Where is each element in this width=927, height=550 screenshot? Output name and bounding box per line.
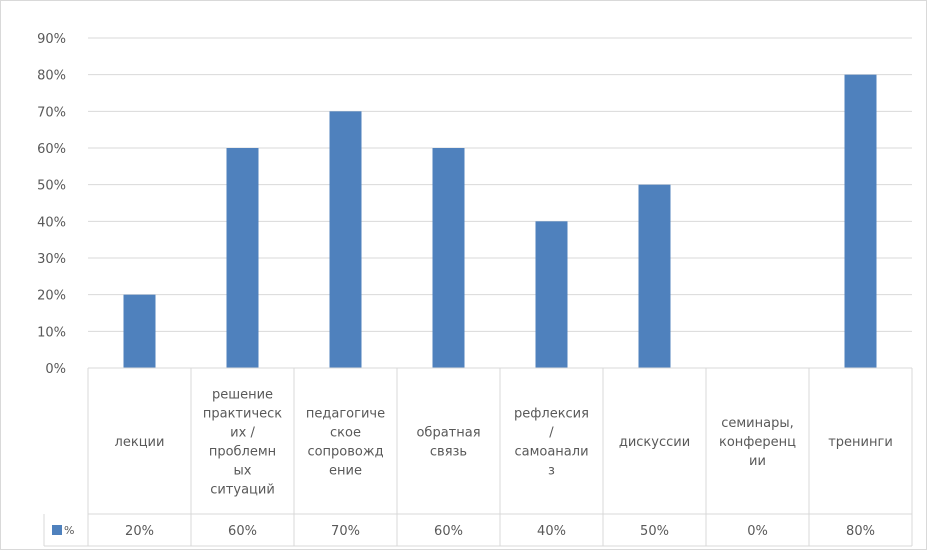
data-label: 0% [747,524,768,539]
y-tick-label: 10% [37,325,66,340]
y-tick-label: 50% [37,179,66,194]
y-tick-label: 30% [37,252,66,267]
category-label: проблемн [209,445,276,460]
data-label: 60% [434,524,463,539]
bar [123,294,156,368]
bar [432,148,465,368]
category-label: решение [212,388,273,403]
category-label: сопровожд [307,445,383,460]
data-label: 80% [846,524,875,539]
category-label: их / [230,426,255,441]
data-label: 70% [331,524,360,539]
legend-key [52,525,62,535]
bar [535,221,568,368]
y-tick-label: 40% [37,215,66,230]
category-label: практическ [203,407,282,422]
bar [226,148,259,368]
category-label: з [548,464,555,479]
category-label: ситуаций [210,483,275,498]
y-tick-label: 90% [37,32,66,47]
category-label: связь [430,445,467,460]
data-table: лекции решение практическ их / проблемн ых сит… [43,367,913,547]
category-label: тренинги [828,435,893,450]
y-tick-label: 80% [37,69,66,84]
data-label: 60% [228,524,257,539]
bar [844,74,877,369]
category-label: самоанали [514,445,588,460]
y-tick-label: 0% [45,362,66,377]
category-label: дискуссии [619,435,690,450]
bar [329,111,362,368]
category-label: / [549,426,554,441]
bars [123,74,877,369]
y-tick-label: 60% [37,142,66,157]
legend-label: % [64,524,74,537]
category-label: семинары, [721,416,794,431]
category-label: ское [330,426,361,441]
bar [638,184,671,368]
category-label: обратная [416,426,480,441]
category-label: ение [329,464,362,479]
data-label: 50% [640,524,669,539]
y-axis-ticks: 0% 10% 20% 30% 40% 50% 60% 70% 80% 90% [37,32,66,377]
category-label: лекции [115,435,165,450]
y-tick-label: 70% [37,105,66,120]
data-label: 40% [537,524,566,539]
category-label: рефлексия [514,407,589,422]
data-label: 20% [125,524,154,539]
category-label: ых [234,464,252,479]
category-label: ии [749,454,766,469]
category-label: конференц [719,435,796,450]
y-tick-label: 20% [37,289,66,304]
category-label: педагогиче [306,407,385,422]
